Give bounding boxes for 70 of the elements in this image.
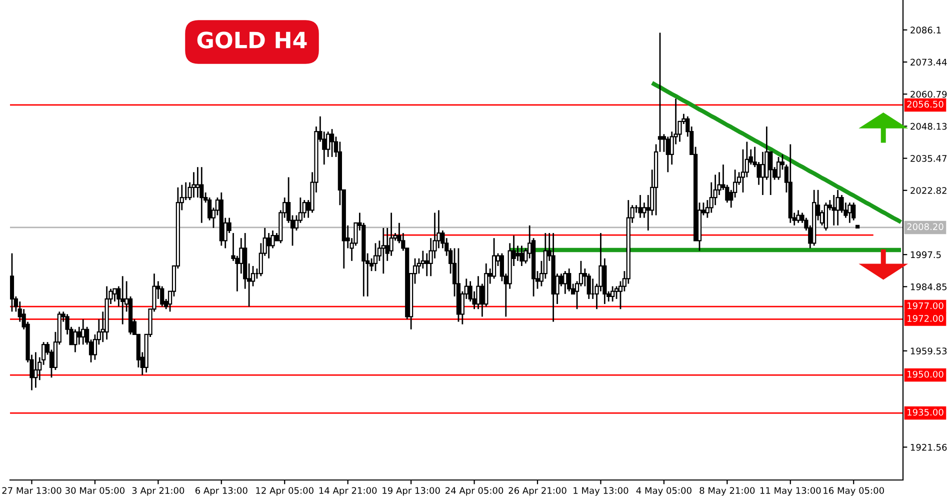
x-tick-label: 3 Apr 21:00: [132, 487, 184, 496]
candlestick: [776, 156, 781, 180]
candlestick: [516, 245, 520, 262]
candlestick: [81, 318, 86, 346]
x-tick-label: 4 May 05:00: [636, 487, 692, 496]
candlestick: [852, 202, 856, 222]
ref-line-label: 1950.00: [908, 370, 944, 378]
ref-line-label: 2008.20: [907, 223, 944, 230]
candlestick: [381, 227, 386, 274]
candlestick: [610, 286, 615, 302]
candlestick: [302, 199, 306, 219]
ref-line-label: 1935.00: [908, 408, 944, 416]
candlestick: [666, 136, 670, 173]
candlestick: [492, 237, 496, 280]
x-tick-label: 6 Apr 13:00: [195, 487, 248, 496]
candlestick: [120, 275, 125, 326]
y-tick-label: 2022.82: [910, 187, 946, 194]
x-tick-label: 24 Apr 05:00: [446, 487, 504, 496]
candlestick: [832, 194, 836, 226]
candlestick: [330, 128, 334, 158]
candlestick: [389, 212, 394, 257]
candlestick: [420, 250, 425, 270]
line-series: [650, 80, 903, 224]
candlestick: [563, 270, 568, 295]
candlestick: [77, 326, 82, 346]
candlestick: [73, 328, 78, 353]
candlestick: [586, 272, 591, 300]
candlestick: [192, 171, 196, 198]
y-tick-label: 2060.79: [910, 90, 947, 98]
y-tick-label: 1921.56: [910, 444, 947, 451]
x-tick-label: 26 Apr 21:00: [508, 487, 566, 496]
candlestick: [567, 268, 572, 292]
candlestick: [614, 286, 619, 300]
x-tick-label: 14 Apr 21:00: [319, 487, 377, 496]
candlestick: [424, 252, 429, 277]
y-tick-label: 1997.5: [910, 251, 941, 258]
candlestick: [476, 275, 480, 310]
text: GOLD H4: [197, 32, 307, 48]
x-tick-label: 1 May 13:00: [574, 487, 628, 496]
y-tick-label: 2048.13: [910, 122, 947, 130]
x-tick-label: 12 Apr 05:00: [256, 487, 314, 496]
candlestick: [196, 166, 200, 198]
ref-line-label: 2056.50: [907, 100, 944, 108]
y-tick-label: 2035.47: [910, 155, 947, 162]
candlestick: [266, 232, 271, 260]
candlestick: [34, 352, 38, 388]
y-tick-label: 1984.85: [910, 283, 946, 290]
ref-line-label: 1977.00: [908, 302, 944, 310]
candlestick: [200, 166, 204, 224]
x-tick-label: 27 Mar 13:00: [2, 487, 62, 494]
ref-line-label: 1972.00: [908, 315, 944, 322]
x-tick-label: 8 May 21:00: [700, 487, 755, 496]
candlestick: [824, 202, 828, 232]
x-tick-label: 19 Apr 13:00: [382, 487, 440, 496]
candlestick: [112, 288, 117, 302]
candlestick: [768, 151, 773, 196]
candlestick: [10, 252, 14, 312]
y-tick-label: 2086.1: [910, 26, 941, 34]
candlestick: [836, 189, 840, 226]
candlestick: [520, 245, 524, 267]
x-tick-label: 11 May 13:00: [760, 487, 821, 496]
candlestick: [848, 202, 852, 224]
candlestick: [638, 194, 642, 219]
x-tick-label: 16 May 05:00: [824, 487, 884, 496]
candlestick: [760, 151, 765, 196]
y-tick-label: 2073.44: [910, 58, 947, 66]
y-tick-label: 1959.53: [910, 348, 947, 354]
x-tick-label: 30 Mar 05:00: [66, 487, 124, 494]
candlestick: [796, 210, 800, 224]
candlestick: [373, 242, 378, 272]
